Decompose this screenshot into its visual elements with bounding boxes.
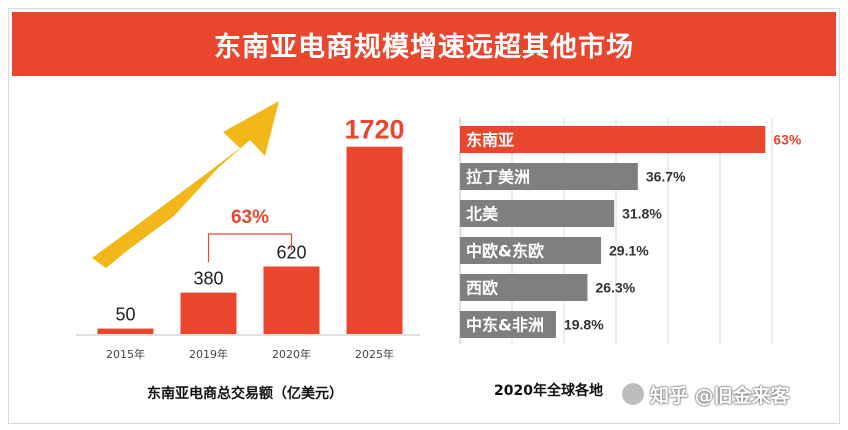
bar bbox=[460, 163, 638, 190]
growth-rate-label: 63% bbox=[231, 207, 269, 228]
bar bbox=[460, 126, 766, 153]
figure-frame bbox=[8, 8, 840, 424]
data-label: 50 bbox=[115, 305, 135, 325]
bar bbox=[263, 266, 320, 334]
category-label: 北美 bbox=[466, 205, 499, 224]
x-tick-label: 2020年 bbox=[272, 347, 311, 361]
data-label: 19.8% bbox=[564, 317, 604, 333]
growth-arrow-icon bbox=[92, 101, 279, 268]
bar bbox=[460, 237, 602, 264]
data-label: 1720 bbox=[344, 115, 404, 145]
x-tick-label: 2019年 bbox=[189, 347, 228, 361]
data-label: 31.8% bbox=[622, 206, 662, 222]
category-label: 中东&非洲 bbox=[466, 316, 544, 335]
data-label: 26.3% bbox=[595, 280, 635, 296]
bar bbox=[346, 146, 403, 334]
x-tick-label: 2025年 bbox=[355, 347, 394, 361]
data-label: 36.7% bbox=[646, 169, 686, 185]
banner-title: 东南亚电商规模增速远超其他市场 bbox=[12, 12, 836, 76]
x-tick-label: 2015年 bbox=[106, 347, 145, 361]
category-label: 东南亚 bbox=[466, 131, 514, 150]
data-label: 63% bbox=[773, 132, 802, 148]
bar bbox=[97, 328, 154, 334]
data-label: 29.1% bbox=[609, 243, 649, 259]
growth-bracket bbox=[207, 233, 293, 262]
watermark: 知乎 @旧金来客 bbox=[622, 378, 842, 410]
category-label: 西欧 bbox=[466, 279, 498, 298]
bar bbox=[460, 311, 556, 338]
data-label: 380 bbox=[193, 269, 223, 289]
bar bbox=[460, 274, 588, 301]
watermark-text: 知乎 @旧金来客 bbox=[650, 384, 790, 407]
bar bbox=[460, 200, 615, 227]
data-label: 620 bbox=[276, 242, 306, 262]
category-label: 中欧&东欧 bbox=[466, 242, 544, 261]
bar bbox=[180, 292, 237, 334]
growth-chart-caption: 2020年全球各地 bbox=[494, 383, 603, 399]
watermark-logo-icon bbox=[622, 383, 644, 405]
category-label: 拉丁美洲 bbox=[466, 168, 530, 187]
gmv-chart-caption: 东南亚电商总交易额（亿美元） bbox=[147, 386, 343, 402]
